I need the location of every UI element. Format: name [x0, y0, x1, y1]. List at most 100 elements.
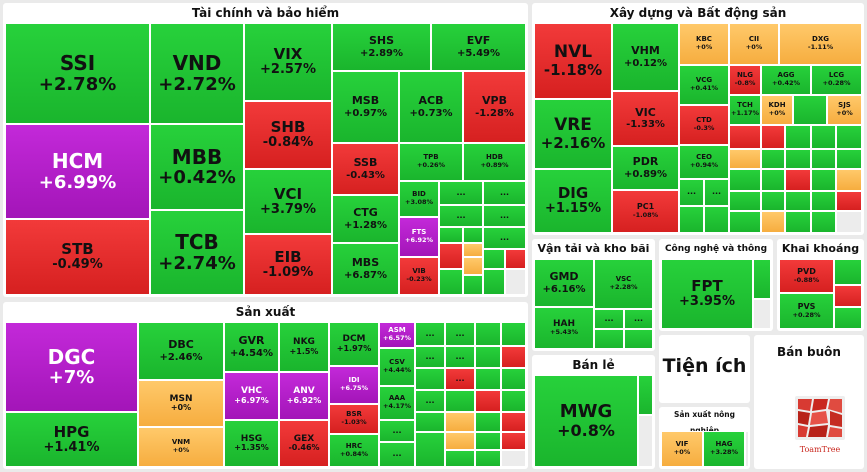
tile-small[interactable] — [761, 125, 785, 149]
tile-VCG[interactable]: VCG +0.41% — [679, 65, 729, 105]
tile-more[interactable]: ... — [483, 181, 526, 205]
tile-SHS[interactable]: SHS +2.89% — [332, 23, 431, 71]
tile-small[interactable] — [475, 450, 501, 467]
tile-CII[interactable]: CII +0% — [729, 23, 779, 65]
tile-VIF[interactable]: VIF +0% — [661, 431, 703, 467]
tile-small[interactable] — [834, 259, 862, 285]
tile-SSI[interactable]: SSI +2.78% — [5, 23, 150, 124]
tile-ASM[interactable]: ASM +6.57% — [379, 322, 415, 348]
tile-KBC[interactable]: KBC +0% — [679, 23, 729, 65]
tile-DBC[interactable]: DBC +2.46% — [138, 322, 224, 380]
tile-VPB[interactable]: VPB -1.28% — [463, 71, 526, 143]
tile-small[interactable] — [834, 285, 862, 307]
tile-small[interactable] — [785, 169, 811, 191]
tile-small[interactable] — [729, 125, 761, 149]
tile-DIG[interactable]: DIG +1.15% — [534, 169, 612, 233]
tile-HAG[interactable]: HAG +3.28% — [703, 431, 745, 467]
tile-more[interactable]: ... — [594, 309, 624, 329]
tile-GVR[interactable]: GVR +4.54% — [224, 322, 279, 372]
tile-small[interactable] — [475, 322, 501, 346]
tile-VND[interactable]: VND +2.72% — [150, 23, 244, 124]
tile-small[interactable] — [836, 169, 862, 191]
tile-small[interactable] — [463, 227, 483, 243]
tile-more[interactable]: ... — [445, 346, 475, 368]
tile-small[interactable] — [501, 450, 526, 467]
tile-KDH[interactable]: KDH +0% — [761, 95, 793, 125]
tile-small[interactable] — [811, 191, 836, 211]
tile-PVD[interactable]: PVD -0.88% — [779, 259, 834, 293]
tile-HDB[interactable]: HDB +0.89% — [463, 143, 526, 181]
tile-GMD[interactable]: GMD +6.16% — [534, 259, 594, 307]
tile-GEX[interactable]: GEX -0.46% — [279, 420, 329, 467]
tile-small[interactable] — [729, 149, 761, 169]
tile-more[interactable]: ... — [379, 420, 415, 442]
tile-NLG[interactable]: NLG -0.8% — [729, 65, 761, 95]
tile-small[interactable] — [638, 415, 653, 467]
tile-more[interactable]: ... — [415, 322, 445, 346]
tile-PDR[interactable]: PDR +0.89% — [612, 146, 679, 190]
tile-small[interactable] — [463, 275, 483, 295]
tile-VHM[interactable]: VHM +0.12% — [612, 23, 679, 91]
tile-VCI[interactable]: VCI +3.79% — [244, 169, 332, 234]
tile-PVS[interactable]: PVS +0.28% — [779, 293, 834, 329]
tile-VRE[interactable]: VRE +2.16% — [534, 99, 612, 169]
tile-BSR[interactable]: BSR -1.03% — [329, 404, 379, 434]
tile-LCG[interactable]: LCG +0.28% — [811, 65, 862, 95]
tile-more[interactable]: ... — [704, 179, 729, 206]
tile-more[interactable]: ... — [483, 205, 526, 227]
tile-ACB[interactable]: ACB +0.73% — [399, 71, 463, 143]
tile-HCM[interactable]: HCM +6.99% — [5, 124, 150, 219]
tile-small[interactable] — [729, 211, 761, 233]
tile-HRC[interactable]: HRC +0.84% — [329, 434, 379, 467]
tile-small[interactable] — [785, 149, 811, 169]
tile-small[interactable] — [475, 432, 501, 450]
tile-small[interactable] — [836, 149, 862, 169]
tile-CSV[interactable]: CSV +4.44% — [379, 348, 415, 386]
tile-small[interactable] — [475, 368, 501, 390]
tile-more[interactable]: ... — [624, 309, 653, 329]
tile-more[interactable]: ... — [483, 227, 526, 249]
tile-TPB[interactable]: TPB +0.26% — [399, 143, 463, 181]
tile-small[interactable] — [624, 329, 653, 349]
tile-small[interactable] — [501, 432, 526, 450]
tile-small[interactable] — [483, 249, 505, 269]
tile-DGC[interactable]: DGC +7% — [5, 322, 138, 412]
tile-NKG[interactable]: NKG +1.5% — [279, 322, 329, 372]
tile-small[interactable] — [785, 125, 811, 149]
tile-MBB[interactable]: MBB +0.42% — [150, 124, 244, 210]
tile-DXG[interactable]: DXG -1.11% — [779, 23, 862, 65]
tile-small[interactable] — [463, 257, 483, 275]
tile-small[interactable] — [475, 390, 501, 412]
tile-MSB[interactable]: MSB +0.97% — [332, 71, 399, 143]
tile-CTG[interactable]: CTG +1.28% — [332, 195, 399, 243]
tile-more[interactable]: ... — [445, 368, 475, 390]
tile-small[interactable] — [811, 169, 836, 191]
tile-CTD[interactable]: CTD -0.3% — [679, 105, 729, 145]
tile-small[interactable] — [475, 412, 501, 432]
tile-VHC[interactable]: VHC +6.97% — [224, 372, 279, 420]
tile-small[interactable] — [638, 375, 653, 415]
tile-small[interactable] — [505, 269, 526, 295]
tile-more[interactable]: ... — [679, 179, 704, 206]
tile-small[interactable] — [594, 329, 624, 349]
tile-small[interactable] — [679, 206, 704, 233]
tile-small[interactable] — [753, 259, 771, 299]
tile-DCM[interactable]: DCM +1.97% — [329, 322, 379, 366]
tile-small[interactable] — [475, 346, 501, 368]
tile-small[interactable] — [445, 412, 475, 432]
tile-small[interactable] — [811, 125, 836, 149]
tile-small[interactable] — [501, 322, 526, 346]
tile-small[interactable] — [753, 299, 771, 329]
tile-CEO[interactable]: CEO +0.94% — [679, 145, 729, 179]
tile-small[interactable] — [463, 243, 483, 257]
tile-small[interactable] — [836, 211, 862, 233]
tile-small[interactable] — [415, 432, 445, 467]
tile-small[interactable] — [445, 432, 475, 450]
tile-VNM[interactable]: VNM +0% — [138, 427, 224, 467]
tile-small[interactable] — [761, 149, 785, 169]
tile-SJS[interactable]: SJS +0% — [827, 95, 862, 125]
tile-VSC[interactable]: VSC +2.28% — [594, 259, 653, 309]
tile-small[interactable] — [745, 431, 749, 467]
tile-AGG[interactable]: AGG +0.42% — [761, 65, 811, 95]
tile-small[interactable] — [793, 95, 827, 125]
